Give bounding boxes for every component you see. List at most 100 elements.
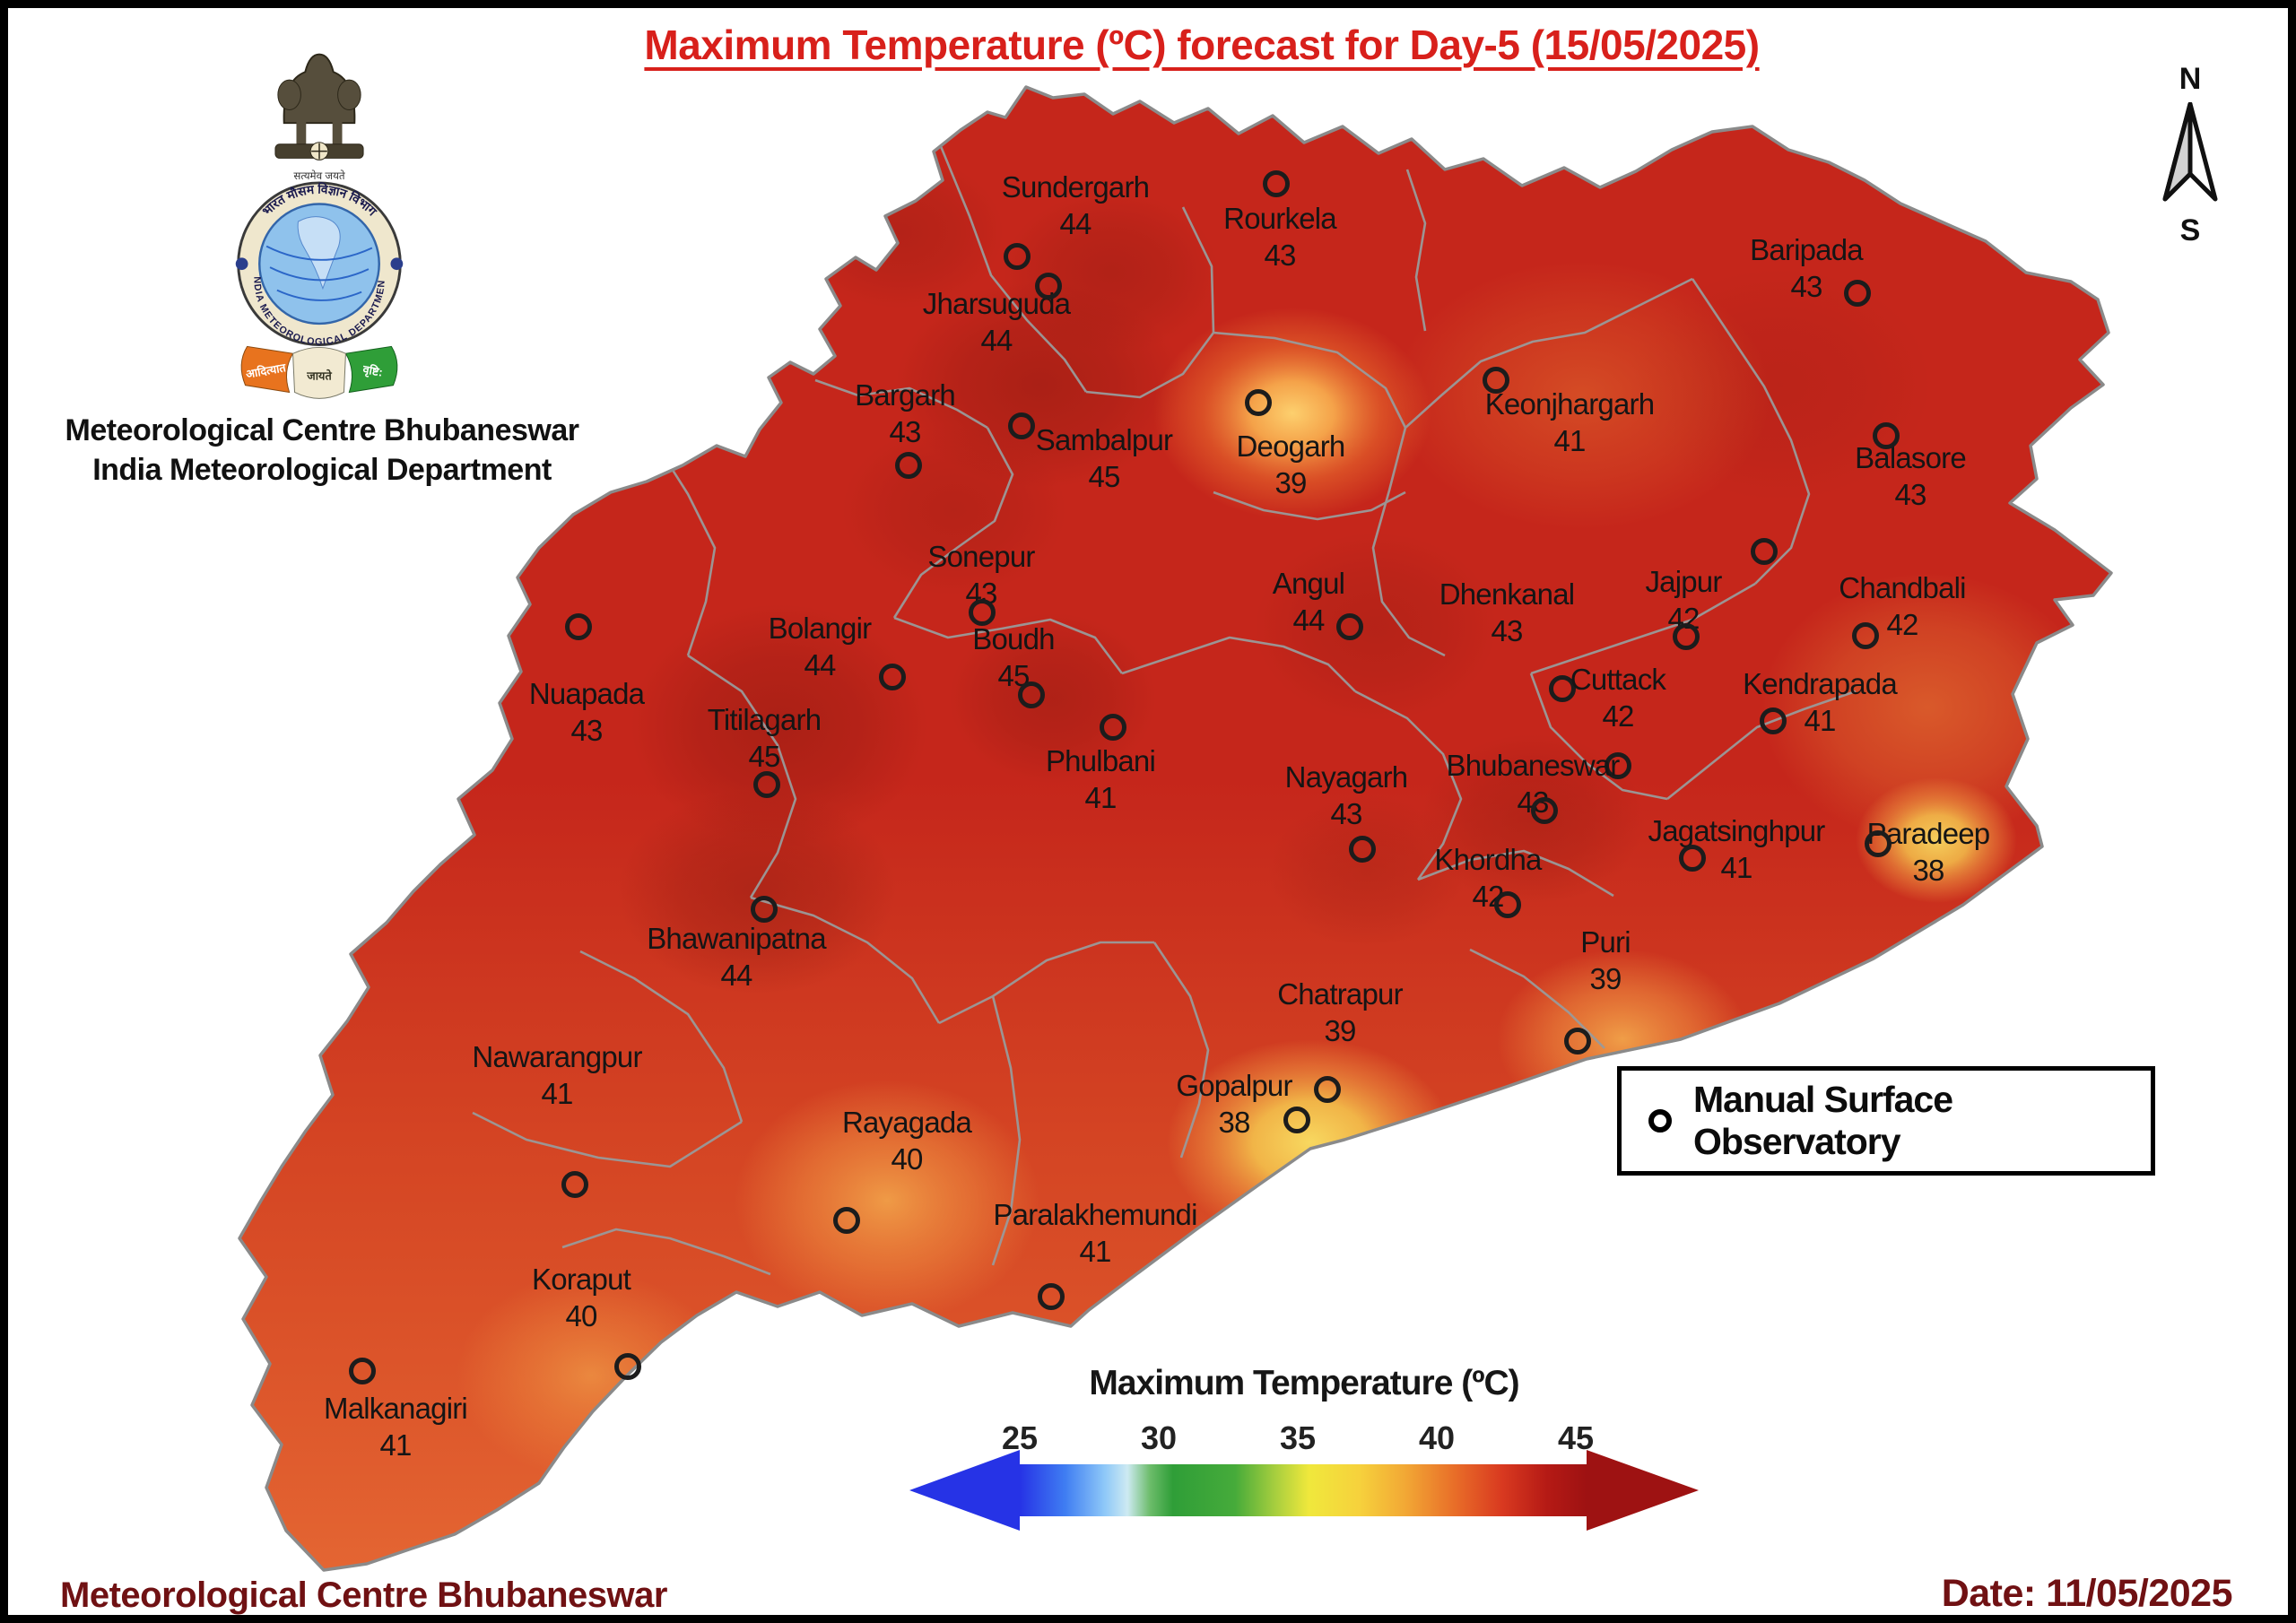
observatory-marker — [1679, 845, 1706, 872]
observatory-marker — [879, 664, 906, 690]
station-label-puri: Puri 39 — [1580, 924, 1631, 997]
station-temperature: 44 — [1059, 207, 1091, 240]
observatory-marker — [1531, 797, 1558, 824]
station-name: Boudh — [972, 622, 1055, 655]
station-label-gopalpur: Gopalpur 38 — [1176, 1067, 1292, 1141]
station-name: Koraput — [532, 1263, 631, 1296]
observatory-marker — [561, 1171, 588, 1198]
station-label-jajpur: Jajpur 42 — [1645, 563, 1722, 637]
station-temperature: 41 — [1720, 851, 1752, 884]
station-name: Deogarh — [1236, 430, 1346, 463]
station-temperature: 39 — [1274, 466, 1307, 499]
station-name: Nuapada — [528, 677, 645, 710]
station-label-titilagarh: Titilagarh 45 — [708, 701, 822, 775]
station-label-phulbani: Phulbani 41 — [1045, 742, 1156, 816]
observatory-marker — [1314, 1076, 1341, 1103]
station-label-bhubaneswar: Bhubaneswar 43 — [1446, 747, 1620, 820]
observatory-marker — [895, 452, 922, 479]
org-name-line1: Meteorological Centre Bhubaneswar — [65, 413, 579, 447]
observatory-marker — [1852, 622, 1879, 649]
station-name: Rayagada — [841, 1106, 972, 1139]
station-label-boudh: Boudh 45 — [972, 621, 1055, 694]
station-label-bolangir: Bolangir 44 — [769, 610, 872, 683]
observatory-marker — [1673, 623, 1700, 650]
org-name-line2: India Meteorological Department — [92, 453, 552, 487]
station-label-balasore: Balasore 43 — [1855, 439, 1967, 513]
station-name: Malkanagiri — [324, 1392, 468, 1425]
footer-date: Date: 11/05/2025 — [1941, 1572, 2233, 1615]
station-temperature: 41 — [379, 1428, 412, 1462]
observatory-marker — [1100, 714, 1126, 741]
odisha-outline — [238, 85, 2113, 1572]
station-label-khordha: Khordha 42 — [1434, 841, 1542, 915]
station-label-rourkela: Rourkela 43 — [1223, 200, 1336, 273]
station-temperature: 42 — [1602, 699, 1634, 733]
station-temperature: 43 — [1790, 270, 1822, 303]
colorbar: Maximum Temperature (ºC) 25 30 35 40 45 — [909, 1364, 1708, 1543]
station-temperature: 40 — [891, 1142, 923, 1176]
station-temperature: 44 — [1292, 603, 1325, 637]
station-name: Balasore — [1855, 441, 1967, 474]
station-label-cuttack: Cuttack 42 — [1570, 661, 1666, 734]
page-title: Maximum Temperature (ºC) forecast for Da… — [644, 22, 1760, 68]
station-name: Keonjhargarh — [1484, 387, 1655, 421]
station-name: Kendrapada — [1743, 667, 1898, 700]
station-temperature: 43 — [1264, 239, 1296, 272]
observatory-marker — [614, 1353, 641, 1380]
station-name: Nayagarh — [1284, 760, 1408, 794]
ribbon-right-text: वृष्टि: — [361, 362, 384, 380]
station-name: Phulbani — [1045, 744, 1156, 777]
station-temperature: 38 — [1218, 1106, 1250, 1139]
station-temperature: 43 — [570, 714, 603, 747]
north-arrow-icon — [2162, 102, 2218, 202]
station-name: Khordha — [1434, 843, 1542, 876]
compass-north-label: N — [2179, 62, 2202, 96]
observatory-marker — [1035, 273, 1062, 299]
station-temperature: 45 — [748, 740, 780, 773]
lion-capital-icon — [274, 53, 364, 161]
station-temperature: 42 — [1886, 608, 1918, 641]
station-label-nawarangpur: Nawarangpur 41 — [472, 1038, 642, 1112]
imd-logo: सत्यमेव जयते भारत मौसम विज्ञान विभाग IND… — [222, 37, 404, 399]
observatory-marker — [833, 1207, 860, 1234]
colorbar-title: Maximum Temperature (ºC) — [1089, 1364, 1519, 1402]
observatory-marker — [1349, 836, 1376, 863]
station-name: Bhawanipatna — [647, 922, 826, 955]
station-name: Jagatsinghpur — [1648, 814, 1826, 847]
station-name: Baripada — [1750, 233, 1864, 266]
colorbar-tick: 30 — [1140, 1419, 1178, 1456]
station-name: Rourkela — [1223, 202, 1336, 235]
observatory-marker — [969, 599, 996, 626]
station-label-paralakhemundi: Paralakhemundi 41 — [993, 1196, 1197, 1270]
station-label-sambalpur: Sambalpur 45 — [1036, 421, 1173, 495]
compass: N S — [2150, 62, 2231, 248]
colorbar-tick: 35 — [1279, 1419, 1317, 1456]
station-name: Paralakhemundi — [993, 1198, 1197, 1231]
station-temperature: 43 — [889, 415, 921, 448]
station-temperature: 44 — [804, 648, 836, 681]
observatory-marker — [1549, 675, 1576, 702]
observatory-marker — [1605, 752, 1631, 779]
station-temperature: 40 — [565, 1299, 597, 1332]
observatory-marker — [1865, 830, 1892, 857]
station-name: Puri — [1580, 925, 1631, 959]
odisha-map — [238, 85, 2113, 1572]
station-label-nayagarh: Nayagarh 43 — [1285, 759, 1408, 832]
station-temperature: 41 — [1079, 1235, 1111, 1268]
station-name: Bolangir — [768, 612, 872, 645]
station-name: Bargarh — [855, 378, 956, 412]
compass-south-label: S — [2179, 213, 2201, 247]
station-name: Gopalpur — [1176, 1069, 1292, 1102]
observatory-marker — [1283, 1107, 1310, 1133]
station-name: Chatrapur — [1277, 977, 1403, 1011]
station-temperature: 39 — [1589, 962, 1622, 995]
station-name: Cuttack — [1570, 663, 1666, 696]
station-label-rayagada: Rayagada 40 — [841, 1104, 972, 1177]
station-label-chandbali: Chandbali 42 — [1839, 569, 1966, 643]
observatory-marker — [1008, 412, 1035, 439]
station-name: Sonepur — [927, 540, 1035, 573]
station-label-keonjhargarh: Keonjhargarh 41 — [1485, 386, 1655, 459]
observatory-marker — [1483, 367, 1509, 394]
observatory-marker — [1018, 681, 1045, 708]
station-temperature: 42 — [1472, 880, 1504, 913]
